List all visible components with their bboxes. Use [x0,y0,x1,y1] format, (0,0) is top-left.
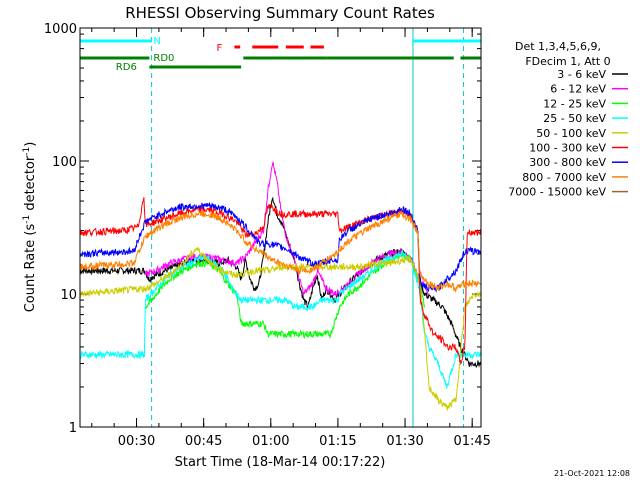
series-line-6 [79,202,482,294]
y-tick-label: 1000 [44,22,77,37]
series-line-3 [79,249,482,389]
legend-header-line-1: Det 1,3,4,5,6,9, [515,40,601,53]
x-tick-label: 00:30 [118,434,155,449]
x-tick-label: 01:45 [453,434,490,449]
series-line-7 [79,209,482,293]
y-tick-label: 100 [52,155,77,170]
legend-label-2: 12 - 25 keV [543,97,606,110]
legend-label-8: 7000 - 15000 keV [508,186,606,199]
legend-label-1: 6 - 12 keV [550,83,606,96]
x-tick-label: 01:15 [319,434,356,449]
state-label-f: F [217,43,223,54]
y-tick-label: 1 [69,421,77,436]
x-axis-label: Start Time (18-Mar-14 00:17:22) [175,455,386,470]
state-label-rd6: RD6 [116,62,137,73]
legend-label-7: 800 - 7000 keV [522,171,606,184]
legend-label-3: 25 - 50 keV [543,112,606,125]
y-tick-label: 10 [60,288,77,303]
x-tick-label: 01:30 [386,434,423,449]
state-label-rd0: RD0 [153,53,174,64]
plot-frame [79,27,482,428]
legend-label-0: 3 - 6 keV [557,68,606,81]
x-tick-label: 00:45 [185,434,222,449]
state-label-n: N [153,36,160,47]
legend-label-5: 100 - 300 keV [529,142,606,155]
y-axis-label: Count Rate (s-1 detector-1) [22,142,38,313]
x-tick-label: 01:00 [252,434,289,449]
chart-title: RHESSI Observing Summary Count Rates [125,4,435,22]
plot-layer: 1 10 100 1000 00:30 00:45 01:00 01:15 01:30 01:45… [44,22,628,449]
series-line-4 [79,246,482,411]
legend-header-line-2: FDecim 1, Att 0 [525,55,610,68]
footer-timestamp: 21-Oct-2021 12:08 [554,469,630,478]
legend-label-6: 300 - 800 keV [529,156,606,169]
series-line-1 [144,161,430,298]
legend-label-4: 50 - 100 keV [536,127,606,140]
